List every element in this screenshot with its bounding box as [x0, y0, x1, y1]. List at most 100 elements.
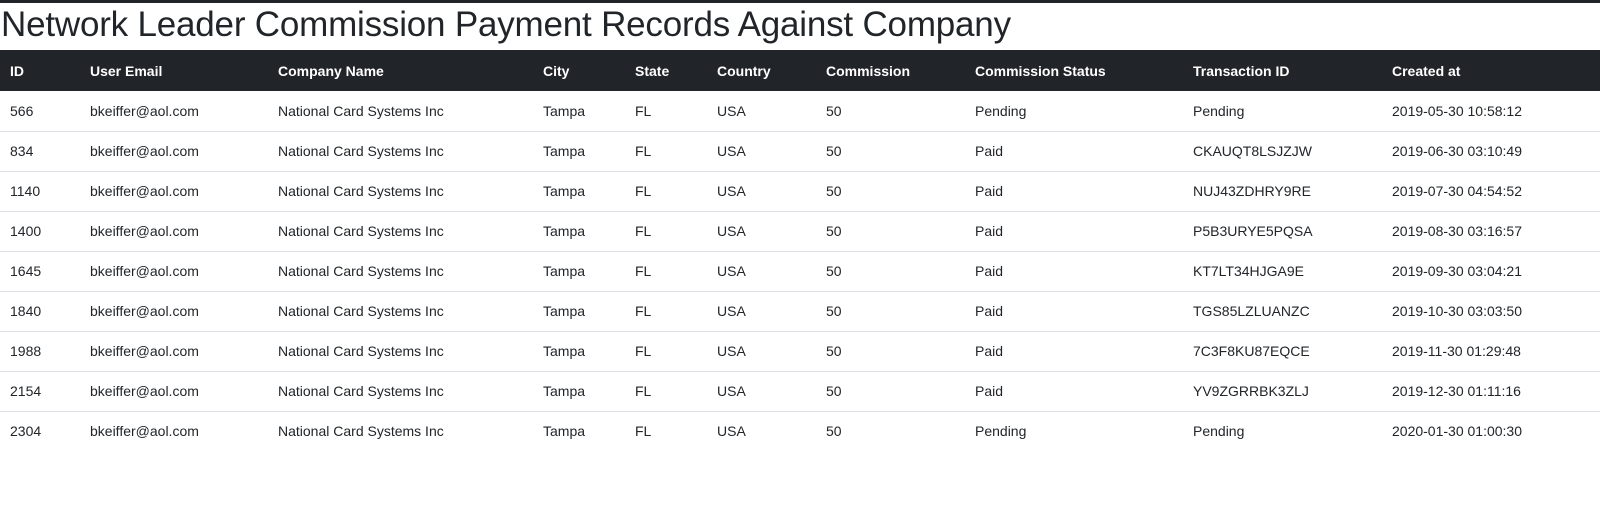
cell-transaction-id: Pending: [1193, 423, 1245, 440]
cell-created-at: 2019-10-30 03:03:50: [1382, 291, 1600, 332]
column-header-id: ID: [0, 50, 80, 91]
cell-id: 1988: [0, 331, 80, 372]
cell-created-at: 2020-01-30 01:00:30: [1392, 423, 1522, 440]
cell-transaction-id: P5B3URYE5PQSA: [1183, 211, 1382, 252]
cell-created-at: 2019-12-30 01:11:16: [1382, 371, 1600, 412]
commission-records-table: ID User Email Company Name City State Co…: [0, 50, 1600, 451]
cell-commission-status: Paid: [965, 171, 1183, 212]
column-header-city: City: [533, 50, 625, 91]
cell-user-email: bkeiffer@aol.com: [80, 331, 268, 372]
table-row: 834 bkeiffer@aol.com National Card Systems…: [0, 131, 1600, 172]
cell-user-email: bkeiffer@aol.com: [80, 251, 268, 292]
cell-company-name: National Card Systems Inc: [268, 371, 533, 412]
cell-state: FL: [635, 423, 652, 440]
cell-company-name: National Card Systems Inc: [268, 131, 533, 172]
table-row: 1140 bkeiffer@aol.com National Card System…: [0, 171, 1600, 212]
cell-state: FL: [625, 211, 707, 252]
cell-city: Tampa: [533, 131, 625, 172]
cell-commission-status: Pending: [965, 91, 1183, 132]
table-header: ID User Email Company Name City State Co…: [0, 50, 1600, 91]
cell-id: 2154: [0, 371, 80, 412]
table-row: 1400 bkeiffer@aol.com National Card System…: [0, 211, 1600, 252]
column-header-country: Country: [707, 50, 816, 91]
cell-commission-status: Paid: [965, 331, 1183, 372]
cell-city: Tampa: [533, 371, 625, 412]
column-header-transaction-id: Transaction ID: [1183, 50, 1382, 91]
cell-country: USA: [717, 423, 746, 440]
cell-user-email: bkeiffer@aol.com: [80, 291, 268, 332]
cell-created-at: 2019-11-30 01:29:48: [1382, 331, 1600, 372]
column-header-commission: Commission: [816, 50, 965, 91]
cell-city: Tampa: [533, 331, 625, 372]
table-row: 2154 bkeiffer@aol.com National Card System…: [0, 371, 1600, 412]
cell-commission-status: Paid: [965, 371, 1183, 412]
cell-state: FL: [625, 251, 707, 292]
cell-company-name: National Card Systems Inc: [268, 251, 533, 292]
cell-created-at: 2019-07-30 04:54:52: [1382, 171, 1600, 212]
table-body: 566 bkeiffer@aol.com National Card Systems…: [0, 91, 1600, 451]
cell-user-email: bkeiffer@aol.com: [80, 131, 268, 172]
header-row: ID User Email Company Name City State Co…: [0, 50, 1600, 91]
cell-commission: 50: [816, 331, 965, 372]
table-row: 1840 bkeiffer@aol.com National Card System…: [0, 291, 1600, 332]
cell-id: 1645: [0, 251, 80, 292]
cell-company-name: National Card Systems Inc: [268, 211, 533, 252]
top-divider: [0, 0, 1600, 3]
cell-user-email: bkeiffer@aol.com: [80, 211, 268, 252]
cell-state: FL: [625, 331, 707, 372]
cell-created-at: 2019-08-30 03:16:57: [1382, 211, 1600, 252]
cell-city: Tampa: [533, 291, 625, 332]
cell-company-name: National Card Systems Inc: [268, 331, 533, 372]
cell-commission: 50: [816, 371, 965, 412]
cell-commission: 50: [816, 131, 965, 172]
cell-company-name: National Card Systems Inc: [278, 423, 444, 440]
cell-commission: 50: [816, 291, 965, 332]
cell-transaction-id: TGS85LZLUANZC: [1183, 291, 1382, 332]
cell-commission-status: Paid: [965, 211, 1183, 252]
cell-commission: 50: [816, 91, 965, 132]
cell-created-at: 2019-05-30 10:58:12: [1382, 91, 1600, 132]
cell-id: 834: [0, 131, 80, 172]
cell-state: FL: [625, 91, 707, 132]
cell-user-email: bkeiffer@aol.com: [90, 423, 199, 440]
column-header-user-email: User Email: [80, 50, 268, 91]
cell-city: Tampa: [543, 423, 586, 440]
cell-user-email: bkeiffer@aol.com: [80, 171, 268, 212]
cell-transaction-id: 7C3F8KU87EQCE: [1183, 331, 1382, 372]
cell-country: USA: [707, 91, 816, 132]
page-title: Network Leader Commission Payment Record…: [1, 5, 1011, 44]
cell-commission: 50: [816, 251, 965, 292]
cell-transaction-id: CKAUQT8LSJZJW: [1183, 131, 1382, 172]
cell-city: Tampa: [533, 171, 625, 212]
cell-commission: 50: [816, 211, 965, 252]
cell-state: FL: [625, 371, 707, 412]
column-header-company-name: Company Name: [268, 50, 533, 91]
cell-country: USA: [707, 291, 816, 332]
cell-transaction-id: Pending: [1183, 91, 1382, 132]
column-header-created-at: Created at: [1382, 50, 1600, 91]
cell-id: 1140: [0, 171, 80, 212]
cell-city: Tampa: [533, 211, 625, 252]
cell-city: Tampa: [533, 91, 625, 132]
table-row: 566 bkeiffer@aol.com National Card Systems…: [0, 91, 1600, 132]
cell-created-at: 2019-06-30 03:10:49: [1382, 131, 1600, 172]
cell-transaction-id: YV9ZGRRBK3ZLJ: [1183, 371, 1382, 412]
cell-company-name: National Card Systems Inc: [268, 91, 533, 132]
cell-state: FL: [625, 131, 707, 172]
cell-commission-status: Paid: [965, 131, 1183, 172]
table-row: 1645 bkeiffer@aol.com National Card System…: [0, 251, 1600, 292]
cell-country: USA: [707, 371, 816, 412]
cell-state: FL: [625, 171, 707, 212]
cell-user-email: bkeiffer@aol.com: [80, 371, 268, 412]
cell-created-at: 2019-09-30 03:04:21: [1382, 251, 1600, 292]
cell-id: 2304: [10, 423, 42, 440]
table-row: 2304 bkeiffer@aol.com National Card System…: [0, 411, 1600, 451]
cell-commission: 50: [826, 423, 842, 440]
cell-country: USA: [707, 131, 816, 172]
cell-city: Tampa: [533, 251, 625, 292]
cell-transaction-id: KT7LT34HJGA9E: [1183, 251, 1382, 292]
cell-user-email: bkeiffer@aol.com: [80, 91, 268, 132]
cell-transaction-id: NUJ43ZDHRY9RE: [1183, 171, 1382, 212]
cell-state: FL: [625, 291, 707, 332]
cell-id: 566: [0, 91, 80, 132]
